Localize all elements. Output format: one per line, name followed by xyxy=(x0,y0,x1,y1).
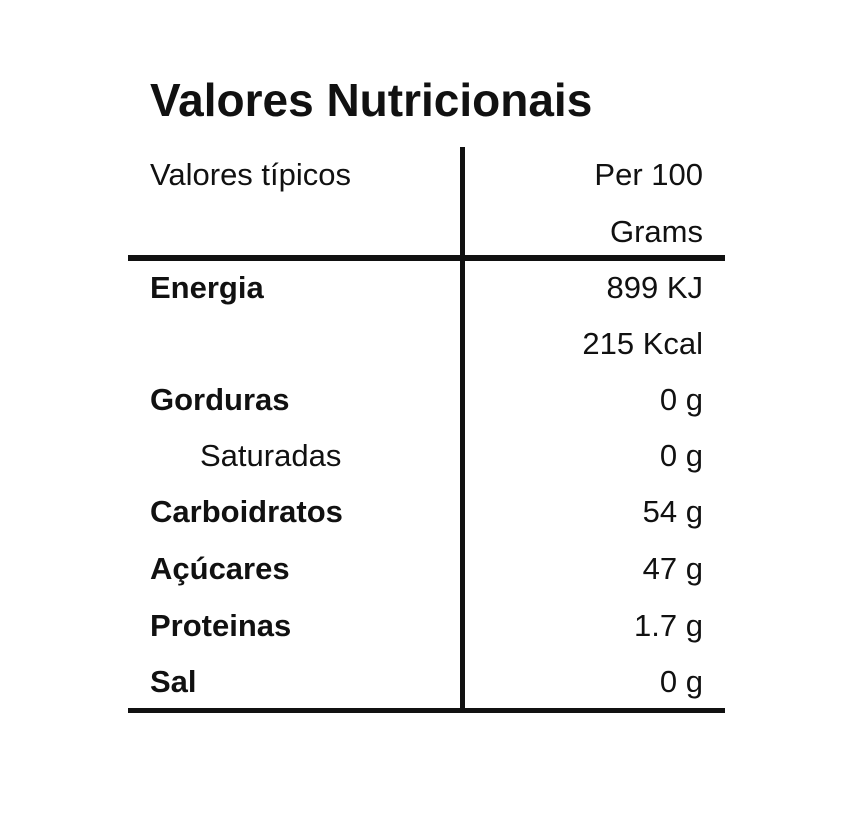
header-left: Valores típicos xyxy=(150,157,352,192)
header-right: Per 100 xyxy=(594,157,703,192)
header-right: Grams xyxy=(610,214,703,249)
header-rule xyxy=(128,255,725,261)
row-label: Energia xyxy=(150,270,264,305)
row-value: 0 g xyxy=(659,382,703,417)
row-value: 47 g xyxy=(642,551,703,586)
row-label: Gorduras xyxy=(150,382,290,417)
row-value: 0 g xyxy=(659,664,703,699)
row-value: 0 g xyxy=(659,438,703,473)
row-value: 1.7 g xyxy=(634,608,703,643)
row-label: Saturadas xyxy=(200,438,342,473)
bottom-rule xyxy=(128,708,725,713)
column-divider xyxy=(460,147,465,712)
row-label: Carboidratos xyxy=(150,494,343,529)
table-title: Valores Nutricionais xyxy=(150,74,593,126)
row-label: Proteinas xyxy=(150,608,292,643)
row-label: Sal xyxy=(150,664,197,699)
row-value: 899 KJ xyxy=(606,270,703,305)
row-value: 215 Kcal xyxy=(582,326,703,361)
row-value: 54 g xyxy=(642,494,703,529)
row-label: Açúcares xyxy=(150,551,290,586)
